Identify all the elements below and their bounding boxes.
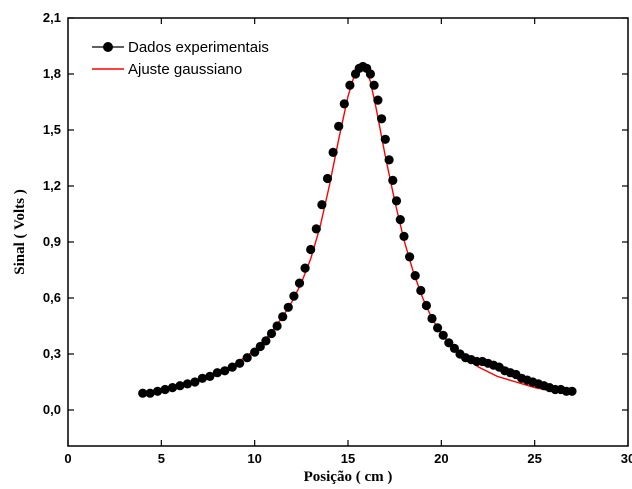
y-tick-label: 0,9 (43, 234, 61, 249)
data-point (160, 384, 170, 395)
data-point (197, 373, 207, 383)
data-point (283, 302, 293, 312)
data-point (175, 381, 185, 391)
y-tick-label: 1,8 (43, 66, 61, 81)
data-point (266, 328, 277, 339)
data-point (167, 383, 178, 393)
data-point (444, 338, 454, 348)
data-point (567, 386, 577, 396)
data-point (410, 271, 420, 281)
legend-marker-data (103, 42, 113, 52)
data-point (153, 386, 163, 396)
data-point (384, 155, 394, 165)
data-point (300, 263, 310, 273)
data-point (145, 388, 155, 398)
y-tick-label: 0,3 (43, 346, 61, 361)
data-point (190, 377, 200, 387)
x-tick-label: 15 (341, 451, 355, 466)
x-tick-label: 30 (621, 451, 632, 466)
data-point (449, 343, 459, 353)
data-point (306, 244, 316, 255)
data-point (345, 80, 355, 90)
x-tick-label: 10 (247, 451, 261, 466)
data-point (405, 252, 415, 262)
data-point (289, 291, 299, 301)
data-point (311, 224, 321, 234)
y-axis-ticks: 0,0 0,3 0,6 0,9 1,2 1,5 1,8 2,1 (43, 10, 628, 417)
x-tick-label: 20 (434, 451, 448, 466)
data-point (416, 285, 426, 296)
data-point (339, 99, 349, 109)
data-point (395, 215, 405, 225)
series-markers-data (138, 61, 577, 398)
data-point (373, 95, 383, 105)
data-point (334, 121, 344, 131)
data-point (138, 388, 148, 398)
data-point (388, 175, 398, 185)
data-point (205, 371, 215, 381)
legend: Dados experimentais Ajuste gaussiano (92, 39, 269, 78)
x-axis-title: Posição ( cm ) (304, 469, 393, 485)
data-point (294, 278, 305, 288)
data-point (227, 362, 237, 372)
data-point (272, 321, 282, 331)
y-axis-title: Sinal ( Volts ) (12, 189, 28, 274)
data-point (427, 313, 437, 324)
data-point (182, 379, 193, 389)
data-point (377, 114, 387, 124)
y-tick-label: 2,1 (43, 10, 61, 25)
data-point (212, 368, 222, 378)
data-point (421, 300, 431, 311)
data-point (369, 80, 379, 90)
data-point (328, 147, 338, 157)
data-point (250, 347, 260, 357)
data-point (322, 173, 333, 184)
data-point (433, 323, 443, 333)
data-point (235, 358, 245, 368)
data-point (242, 353, 252, 363)
data-point (391, 196, 402, 206)
data-point (255, 341, 265, 352)
legend-label-fit: Ajuste gaussiano (128, 61, 242, 78)
y-tick-label: 1,2 (43, 178, 61, 193)
y-tick-label: 1,5 (43, 122, 61, 137)
series-line-fit (142, 65, 573, 396)
data-point (380, 134, 390, 144)
data-point (278, 312, 288, 322)
data-point (261, 336, 271, 346)
data-point (317, 200, 327, 210)
data-point (220, 366, 230, 376)
x-tick-label: 5 (158, 451, 165, 466)
y-tick-label: 0,0 (43, 402, 61, 417)
data-point (365, 69, 375, 79)
x-tick-label: 25 (527, 451, 541, 466)
legend-label-data: Dados experimentais (128, 39, 269, 56)
data-point (438, 330, 448, 340)
x-tick-label: 0 (64, 451, 71, 466)
data-point (399, 231, 409, 241)
x-axis-ticks: 0 5 10 15 20 25 30 (64, 18, 632, 466)
y-tick-label: 0,6 (43, 290, 61, 305)
